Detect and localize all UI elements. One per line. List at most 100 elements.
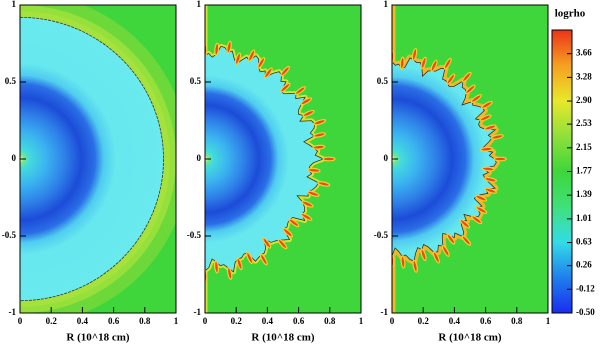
clump: [307, 167, 321, 173]
colorbar-tick-label: -0.50: [576, 307, 595, 317]
clump: [312, 144, 326, 150]
x-tick-label: 0: [18, 316, 23, 326]
colorbar-tick-label: 3.66: [576, 48, 592, 58]
x-tick-label: 0.4: [77, 316, 89, 326]
clump: [461, 235, 472, 246]
clump: [392, 254, 395, 268]
clump: [459, 218, 471, 229]
clump: [441, 245, 450, 257]
colorbar-tick-label: 1.39: [576, 189, 592, 199]
x-tick-label: 0.4: [262, 316, 274, 326]
clump: [288, 218, 300, 228]
clump: [430, 59, 438, 72]
clump: [236, 257, 243, 271]
colorbar-tick-label: 0.26: [576, 260, 592, 270]
x-tick-label: 0.6: [480, 316, 492, 326]
clump: [306, 190, 320, 197]
x-tick-label: 0.8: [511, 316, 523, 326]
clump: [280, 82, 291, 93]
y-tick-label: 0: [12, 153, 17, 163]
clump: [475, 205, 488, 214]
x-tick-label: 1: [359, 316, 364, 326]
clump: [400, 255, 406, 269]
clump: [493, 156, 507, 162]
x-axis-label: R (10^18 cm): [438, 332, 502, 344]
clump: [420, 248, 427, 262]
clump: [479, 146, 494, 152]
core: [20, 16, 164, 302]
x-tick-label: 0: [203, 316, 208, 326]
colorbar-tick-label: 1.77: [576, 166, 592, 176]
x-tick-label: 0: [390, 316, 395, 326]
x-tick-label: 1: [174, 316, 179, 326]
y-tick-label: 1: [12, 0, 17, 9]
clump: [474, 194, 488, 202]
x-tick-label: 0.6: [108, 316, 120, 326]
clump: [399, 56, 405, 70]
x-tick-label: 0.6: [293, 316, 305, 326]
clump: [446, 73, 456, 85]
clump: [483, 124, 497, 131]
y-tick-label: -1: [194, 307, 202, 317]
y-tick-label: -0.5: [187, 230, 202, 240]
clump: [282, 227, 293, 238]
y-tick-label: 0: [197, 153, 202, 163]
colorbar-tick-label: 1.01: [576, 213, 592, 223]
y-tick-label: 1: [197, 0, 202, 9]
y-tick-label: -0.5: [2, 230, 17, 240]
x-tick-label: 0.2: [231, 316, 243, 326]
clump: [481, 166, 495, 172]
clump: [214, 42, 220, 56]
y-tick-label: 0.5: [190, 76, 202, 86]
clump: [420, 56, 427, 70]
x-tick-label: 1: [546, 316, 551, 326]
y-tick-label: 1: [384, 0, 389, 9]
y-tick-label: -0.5: [374, 230, 389, 240]
colorbar-tick-label: 3.28: [576, 71, 592, 81]
clump: [257, 56, 266, 69]
clump: [234, 52, 242, 66]
clump: [226, 40, 232, 54]
clump: [302, 109, 315, 118]
clump: [300, 212, 313, 221]
x-tick-label: 0.2: [418, 316, 430, 326]
colorbar-tick-label: 0.63: [576, 237, 592, 247]
x-tick-label: 0.8: [324, 316, 336, 326]
x-axis-label: R (10^18 cm): [251, 332, 315, 344]
colorbar-tick-label: 2.15: [576, 142, 592, 152]
colorbar-tick-label: -0.12: [576, 283, 595, 293]
y-tick-label: -1: [381, 307, 389, 317]
clump: [479, 114, 492, 122]
clump: [263, 67, 273, 79]
clump: [446, 233, 456, 245]
colorbar-title: logrho: [555, 8, 586, 20]
y-tick-label: 0.5: [377, 76, 389, 86]
clump: [481, 100, 493, 109]
y-tick-label: 0.5: [5, 76, 17, 86]
y-tick-label: -1: [9, 307, 17, 317]
clump: [465, 84, 476, 95]
clump: [313, 119, 327, 126]
x-tick-label: 0.2: [46, 316, 58, 326]
clump: [484, 187, 497, 194]
clump: [226, 266, 233, 280]
clump: [259, 253, 268, 266]
core: [205, 5, 325, 313]
clump: [490, 134, 504, 140]
clump: [294, 86, 306, 95]
clump: [300, 97, 313, 106]
clump: [301, 200, 314, 208]
clump: [248, 49, 256, 62]
clump: [313, 132, 327, 138]
clump: [470, 94, 482, 103]
clump: [443, 57, 452, 70]
clump: [213, 260, 219, 274]
core: [392, 5, 497, 313]
density-map: [205, 5, 361, 313]
clump: [412, 259, 418, 273]
clump: [317, 181, 331, 187]
clump: [432, 251, 440, 264]
clump: [461, 71, 472, 83]
clump: [205, 269, 208, 283]
